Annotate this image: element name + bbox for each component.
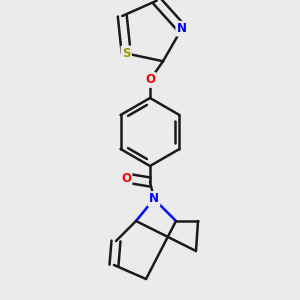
Text: O: O [145,74,155,86]
Text: S: S [122,47,130,60]
Text: N: N [149,193,159,206]
Text: O: O [121,172,131,184]
Text: N: N [177,22,187,35]
